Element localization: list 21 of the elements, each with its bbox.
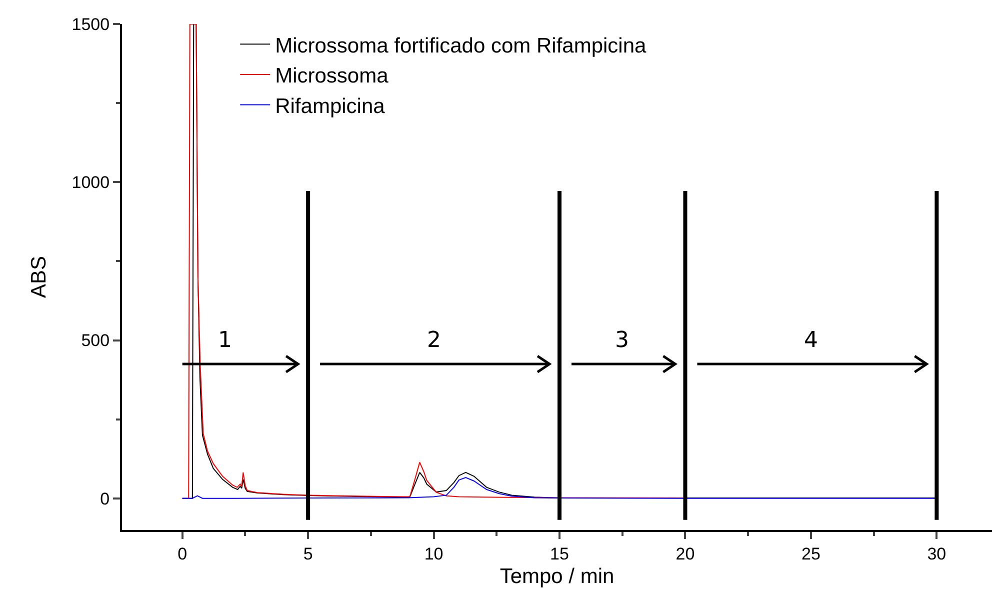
y-axis-title: ABS <box>27 256 50 298</box>
y-tick-label: 500 <box>81 331 110 350</box>
x-tick-label: 5 <box>303 544 313 564</box>
x-tick-label: 15 <box>550 544 569 564</box>
x-tick-label: 25 <box>802 544 820 564</box>
annotation: 1 <box>218 328 232 353</box>
legend-label: Rifampicina <box>275 94 386 118</box>
y-tick-label: 1500 <box>72 14 110 34</box>
x-axis-title: Tempo / min <box>500 565 614 588</box>
x-tick-label: 30 <box>927 544 946 564</box>
y-tick-label: 0 <box>100 489 110 508</box>
line-series <box>182 477 938 499</box>
annotation: 4 <box>804 328 818 353</box>
legend-label: Microssoma <box>275 64 389 88</box>
legend-label: Microssoma fortificado com Rifampicina <box>275 34 647 58</box>
x-tick-label: 10 <box>424 544 444 564</box>
annotation: 2 <box>427 328 441 353</box>
annotation: 3 <box>615 328 629 353</box>
x-tick-label: 0 <box>178 544 188 564</box>
x-tick-label: 20 <box>676 544 695 564</box>
y-tick-label: 1000 <box>72 173 110 192</box>
